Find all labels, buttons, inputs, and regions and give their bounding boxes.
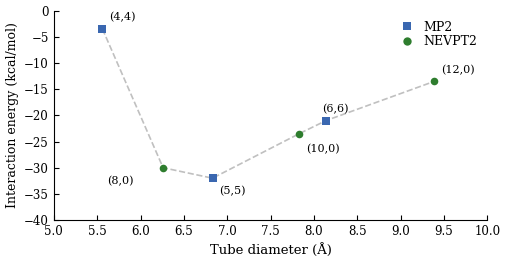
Text: (10,0): (10,0) bbox=[306, 144, 339, 154]
Point bbox=[430, 79, 438, 83]
Point bbox=[208, 176, 216, 180]
Point bbox=[321, 118, 329, 123]
Point bbox=[98, 27, 106, 31]
Text: (5,5): (5,5) bbox=[219, 186, 245, 196]
Point bbox=[294, 132, 302, 136]
Legend: MP2, NEVPT2: MP2, NEVPT2 bbox=[390, 17, 480, 52]
Text: (8,0): (8,0) bbox=[107, 176, 133, 186]
X-axis label: Tube diameter (Å): Tube diameter (Å) bbox=[209, 244, 331, 257]
Y-axis label: Interaction energy (kcal/mol): Interaction energy (kcal/mol) bbox=[6, 22, 19, 208]
Text: (6,6): (6,6) bbox=[321, 104, 347, 114]
Point bbox=[159, 166, 167, 170]
Text: (12,0): (12,0) bbox=[440, 65, 474, 75]
Text: (4,4): (4,4) bbox=[109, 12, 135, 23]
